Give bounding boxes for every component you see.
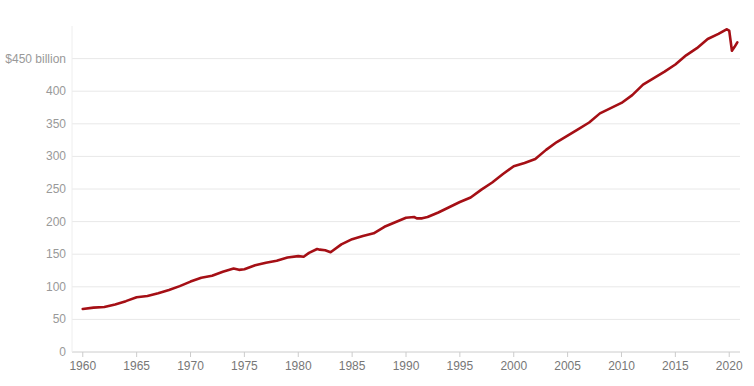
x-tick-label: 2020 bbox=[716, 359, 743, 373]
x-tick bbox=[244, 352, 245, 357]
grid-line bbox=[72, 254, 740, 255]
y-tick-label: 100 bbox=[46, 280, 66, 294]
grid-line bbox=[72, 221, 740, 222]
plot-area bbox=[83, 29, 738, 309]
x-tick bbox=[352, 352, 353, 357]
x-tick bbox=[136, 352, 137, 357]
grid-line bbox=[72, 319, 740, 320]
x-tick bbox=[729, 352, 730, 357]
grid-line bbox=[72, 91, 740, 92]
y-axis-line bbox=[72, 26, 73, 352]
y-tick-label: 400 bbox=[46, 84, 66, 98]
y-tick-label: 0 bbox=[59, 345, 66, 359]
x-tick-label: 1975 bbox=[231, 359, 258, 373]
x-tick-label: 2000 bbox=[500, 359, 527, 373]
grid-line bbox=[72, 286, 740, 287]
x-tick bbox=[621, 352, 622, 357]
x-tick bbox=[567, 352, 568, 357]
y-tick-label: 150 bbox=[46, 247, 66, 261]
grid-line bbox=[72, 123, 740, 124]
x-tick-label: 1985 bbox=[339, 359, 366, 373]
x-tick bbox=[82, 352, 83, 357]
data-line bbox=[83, 29, 738, 309]
grid-line bbox=[72, 189, 740, 190]
x-tick-label: 1995 bbox=[447, 359, 474, 373]
x-tick-label: 1970 bbox=[177, 359, 204, 373]
x-tick-label: 2005 bbox=[554, 359, 581, 373]
x-tick-label: 1960 bbox=[69, 359, 96, 373]
x-tick bbox=[459, 352, 460, 357]
grid-line bbox=[72, 156, 740, 157]
chart: 0 50 100 150 200 250 300 350 400 $450 billion 1960… bbox=[0, 0, 754, 386]
x-tick-label: 2015 bbox=[662, 359, 689, 373]
y-tick-label: $450 billion bbox=[5, 52, 66, 66]
y-tick-label: 250 bbox=[46, 182, 66, 196]
x-tick bbox=[190, 352, 191, 357]
y-tick-label: 350 bbox=[46, 117, 66, 131]
x-tick-label: 2010 bbox=[608, 359, 635, 373]
x-tick bbox=[675, 352, 676, 357]
x-tick-label: 1965 bbox=[123, 359, 150, 373]
x-tick-label: 1980 bbox=[285, 359, 312, 373]
x-tick bbox=[298, 352, 299, 357]
x-tick bbox=[406, 352, 407, 357]
y-tick-label: 300 bbox=[46, 149, 66, 163]
y-tick-label: 200 bbox=[46, 215, 66, 229]
y-tick-label: 50 bbox=[53, 312, 67, 326]
x-tick bbox=[513, 352, 514, 357]
grid-line bbox=[72, 58, 740, 59]
x-tick-label: 1990 bbox=[393, 359, 420, 373]
